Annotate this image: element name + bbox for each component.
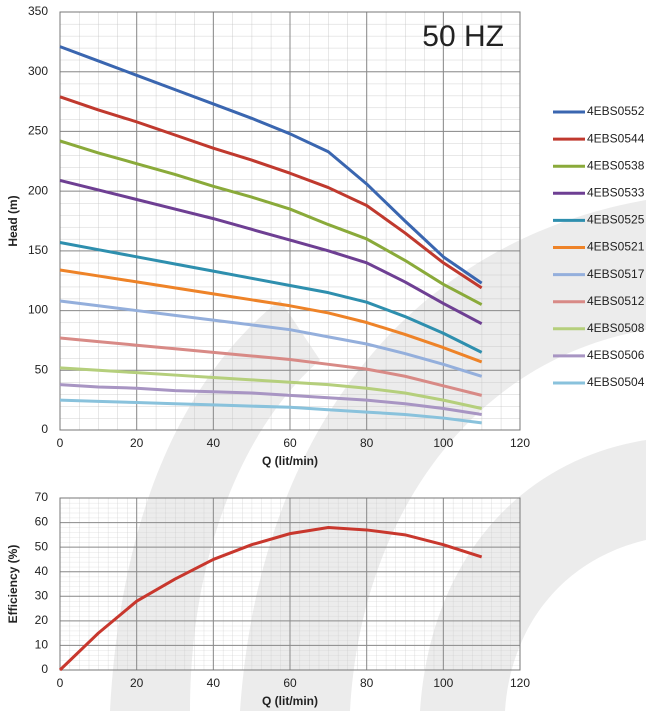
- x-tick-label: 60: [283, 436, 297, 450]
- x-tick-label: 80: [360, 676, 374, 690]
- x-tick-label: 0: [57, 676, 64, 690]
- y-tick-label: 0: [41, 662, 48, 676]
- x-axis-title: Q (lit/min): [262, 694, 318, 708]
- series-line: [59, 336, 483, 397]
- y-tick-label: 150: [28, 243, 48, 257]
- x-tick-label: 20: [130, 676, 144, 690]
- x-tick-label: 40: [207, 676, 221, 690]
- series-line: [59, 268, 483, 364]
- head-chart: 0 20 40 60 80 100 120 0 50 100 150 200 250 300 350 Q (l…: [6, 4, 645, 468]
- y-axis-title: Head (m): [6, 195, 20, 246]
- series-line: [59, 299, 483, 378]
- legend-label: 4EBS0525: [587, 213, 645, 227]
- x-tick-label: 100: [433, 436, 453, 450]
- y-tick-label: 40: [35, 564, 49, 578]
- legend-label: 4EBS0508: [587, 321, 645, 335]
- plot-frame: [59, 497, 521, 671]
- y-tick-label: 0: [41, 422, 48, 436]
- x-tick-label: 20: [130, 436, 144, 450]
- y-tick-label: 350: [28, 4, 48, 18]
- series-line: [59, 383, 482, 416]
- y-tick-label: 10: [35, 638, 49, 652]
- x-tick-label: 0: [57, 436, 64, 450]
- y-tick-label: 60: [35, 515, 49, 529]
- y-axis-title: Efficiency (%): [6, 545, 20, 624]
- legend-label: 4EBS0512: [587, 294, 645, 308]
- series-line: [59, 398, 482, 425]
- annotation: 50 HZ: [422, 20, 504, 53]
- y-tick-label: 30: [35, 588, 49, 602]
- series-line: [59, 95, 483, 290]
- x-tick-label: 60: [283, 676, 297, 690]
- efficiency-chart: 0 20 40 60 80 100 120 0 10 20 30 40 50 60 70 Q (lit/min…: [6, 490, 530, 708]
- y-tick-label: 100: [28, 303, 48, 317]
- x-tick-label: 100: [433, 676, 453, 690]
- x-tick-label: 40: [207, 436, 221, 450]
- series-line: [59, 45, 483, 285]
- legend-label: 4EBS0538: [587, 158, 645, 172]
- y-tick-label: 200: [28, 183, 48, 197]
- series-line: [59, 178, 483, 326]
- y-tick-label: 70: [35, 490, 49, 504]
- x-tick-label: 120: [510, 436, 530, 450]
- legend-label: 4EBS0517: [587, 267, 645, 281]
- y-tick-label: 300: [28, 64, 48, 78]
- series-line: [59, 139, 483, 306]
- y-tick-label: 50: [35, 362, 49, 376]
- plot-frame: [59, 11, 521, 431]
- efficiency-line: [58, 525, 483, 672]
- x-tick-label: 120: [510, 676, 530, 690]
- y-tick-label: 250: [28, 124, 48, 138]
- legend-label: 4EBS0533: [587, 185, 645, 199]
- x-tick-label: 80: [360, 436, 374, 450]
- legend-label: 4EBS0552: [587, 104, 645, 118]
- legend-label: 4EBS0544: [587, 131, 645, 145]
- x-axis-title: Q (lit/min): [262, 454, 318, 468]
- series-line: [59, 241, 483, 354]
- legend-label: 4EBS0506: [587, 348, 645, 362]
- series-line: [59, 366, 482, 410]
- y-tick-label: 20: [35, 613, 49, 627]
- y-tick-label: 50: [35, 539, 49, 553]
- legend-label: 4EBS0521: [587, 240, 645, 254]
- legend-label: 4EBS0504: [587, 375, 645, 389]
